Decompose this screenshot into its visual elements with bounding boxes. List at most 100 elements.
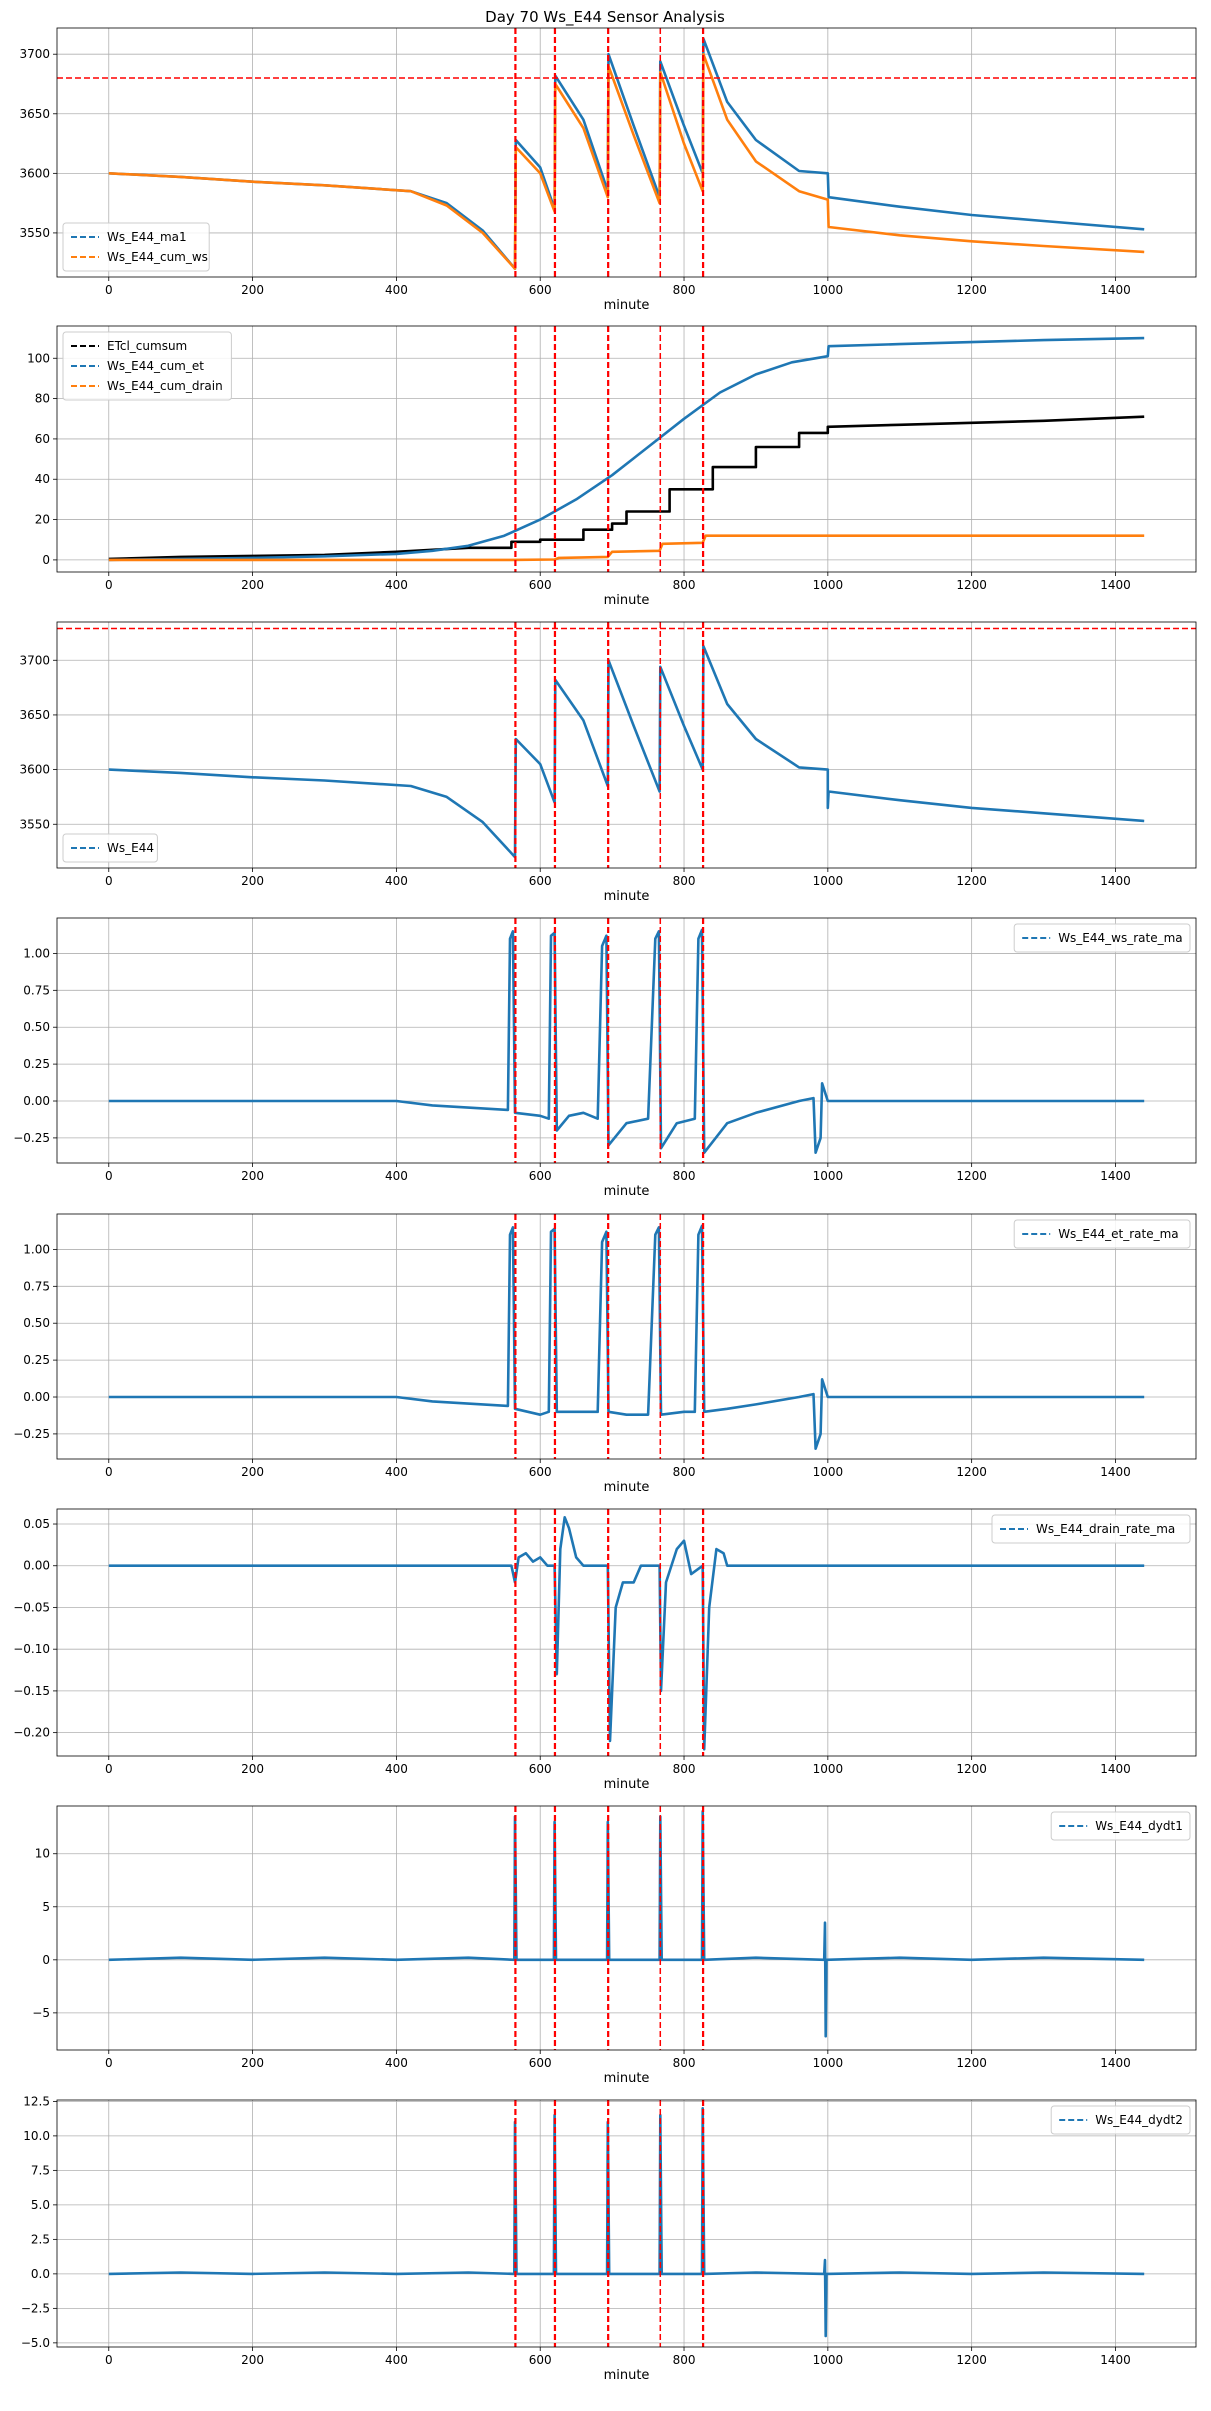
y-tick-label: 0.75 bbox=[23, 1279, 50, 1293]
subplot-p7: 0 200 400 600 800 1000 1200 1400 −5 0 5 10 minute Ws_… bbox=[32, 1805, 1197, 2086]
series-line-Ws_E44_drain_rate_ma bbox=[108, 1516, 1145, 1751]
y-tick-label: 10 bbox=[35, 1847, 50, 1861]
y-tick-label: 3600 bbox=[19, 166, 50, 180]
subplot-p3: 0 200 400 600 800 1000 1200 1400 3550 3600 3650 370… bbox=[19, 621, 1197, 904]
y-tick-label: 2.5 bbox=[31, 2232, 50, 2246]
axes-frame bbox=[56, 1508, 1197, 1757]
plot-area bbox=[108, 326, 1145, 572]
legend-box bbox=[1013, 1219, 1191, 1249]
y-tick-label: 0 bbox=[42, 1953, 50, 1967]
series-line-Ws_E44_cum_drain bbox=[108, 534, 1145, 562]
subplot-p8: 0 200 400 600 800 1000 1200 1400 −5.0 −2.5 0.0 2.5 5… bbox=[21, 2094, 1197, 2383]
x-tick-label: 1000 bbox=[813, 2056, 844, 2070]
series-line-Ws_E44_ws_rate_ma bbox=[108, 928, 1145, 1154]
y-tick-label: 0.00 bbox=[23, 1094, 50, 1108]
legend-box bbox=[62, 222, 210, 272]
figure-title: Day 70 Ws_E44 Sensor Analysis bbox=[485, 8, 725, 27]
y-tick-label: 12.5 bbox=[23, 2094, 50, 2108]
plot-area bbox=[108, 2100, 1145, 2347]
y-tick-label: 0.00 bbox=[23, 1559, 50, 1573]
plot-area bbox=[108, 1214, 1145, 1459]
x-tick-label: 1200 bbox=[956, 1465, 987, 1479]
axes-frame bbox=[56, 2099, 1197, 2348]
x-tick-label: 200 bbox=[241, 874, 264, 888]
x-tick-label: 0 bbox=[105, 283, 113, 297]
x-tick-label: 1200 bbox=[956, 874, 987, 888]
x-tick-label: 1000 bbox=[813, 2353, 844, 2367]
y-tick-label: 5.0 bbox=[31, 2198, 50, 2212]
y-tick-label: 100 bbox=[27, 351, 50, 365]
x-tick-label: 200 bbox=[241, 1169, 264, 1183]
legend: Ws_E44 bbox=[62, 833, 158, 863]
legend: ETcl_cumsum Ws_E44_cum_et Ws_E44_cum_drain bbox=[62, 331, 232, 401]
x-axis-label: minute bbox=[604, 2071, 650, 2086]
y-tick-label: 60 bbox=[35, 432, 50, 446]
y-tick-label: −0.10 bbox=[13, 1642, 50, 1656]
y-tick-label: 10.0 bbox=[23, 2129, 50, 2143]
x-tick-label: 1400 bbox=[1100, 1169, 1131, 1183]
x-tick-label: 400 bbox=[385, 1465, 408, 1479]
legend-label: Ws_E44_cum_ws bbox=[107, 250, 208, 264]
x-tick-label: 400 bbox=[385, 874, 408, 888]
x-tick-label: 1200 bbox=[956, 578, 987, 592]
x-tick-label: 400 bbox=[385, 1169, 408, 1183]
subplot-p5: 0 200 400 600 800 1000 1200 1400 −0.25 0.00 0.25 0.… bbox=[13, 1213, 1197, 1495]
plot-area bbox=[57, 28, 1196, 277]
y-tick-label: 0.50 bbox=[23, 1316, 50, 1330]
y-tick-label: 1.00 bbox=[23, 1242, 50, 1256]
x-tick-label: 800 bbox=[673, 1465, 696, 1479]
x-tick-label: 1200 bbox=[956, 2353, 987, 2367]
x-tick-label: 200 bbox=[241, 2353, 264, 2367]
x-tick-label: 800 bbox=[673, 874, 696, 888]
y-tick-label: 0.25 bbox=[23, 1353, 50, 1367]
x-tick-label: 1000 bbox=[813, 1169, 844, 1183]
legend-label: Ws_E44_ma1 bbox=[107, 230, 187, 244]
x-tick-label: 0 bbox=[105, 1169, 113, 1183]
x-tick-label: 400 bbox=[385, 1762, 408, 1776]
legend-box bbox=[1050, 1811, 1191, 1841]
legend: Ws_E44_dydt1 bbox=[1050, 1811, 1191, 1841]
x-tick-label: 600 bbox=[529, 1762, 552, 1776]
x-tick-label: 800 bbox=[673, 1762, 696, 1776]
x-tick-label: 1000 bbox=[813, 1465, 844, 1479]
x-tick-label: 1000 bbox=[813, 283, 844, 297]
y-tick-label: 5 bbox=[42, 1900, 50, 1914]
x-tick-label: 1200 bbox=[956, 1762, 987, 1776]
x-tick-label: 1000 bbox=[813, 578, 844, 592]
x-tick-label: 400 bbox=[385, 283, 408, 297]
legend-label: Ws_E44_dydt2 bbox=[1095, 2113, 1183, 2127]
axes-frame bbox=[56, 917, 1197, 1164]
x-tick-label: 200 bbox=[241, 1762, 264, 1776]
x-tick-label: 1400 bbox=[1100, 874, 1131, 888]
series-line-Ws_E44_ma1 bbox=[108, 37, 1145, 270]
x-tick-label: 200 bbox=[241, 1465, 264, 1479]
y-tick-label: 3600 bbox=[19, 763, 50, 777]
x-tick-label: 1000 bbox=[813, 874, 844, 888]
x-tick-label: 200 bbox=[241, 2056, 264, 2070]
x-tick-label: 600 bbox=[529, 578, 552, 592]
x-tick-label: 800 bbox=[673, 2056, 696, 2070]
y-tick-label: 20 bbox=[35, 513, 50, 527]
axes-frame bbox=[56, 27, 1197, 278]
legend-box bbox=[62, 331, 232, 401]
x-tick-label: 800 bbox=[673, 283, 696, 297]
x-tick-label: 400 bbox=[385, 2056, 408, 2070]
x-tick-label: 1400 bbox=[1100, 2353, 1131, 2367]
x-axis-label: minute bbox=[604, 298, 650, 313]
y-tick-label: −0.15 bbox=[13, 1684, 50, 1698]
y-tick-label: 3650 bbox=[19, 107, 50, 121]
axes-frame bbox=[56, 621, 1197, 869]
x-tick-label: 600 bbox=[529, 1465, 552, 1479]
x-axis-label: minute bbox=[604, 1480, 650, 1495]
y-tick-label: −0.25 bbox=[13, 1131, 50, 1145]
series-line-Ws_E44_cum_ws bbox=[108, 52, 1145, 270]
subplot-p1: 0 200 400 600 800 1000 1200 1400 3550 3600 3650 370… bbox=[19, 27, 1197, 313]
legend-label: Ws_E44_cum_et bbox=[107, 359, 204, 373]
x-tick-label: 0 bbox=[105, 1762, 113, 1776]
plot-area bbox=[108, 918, 1145, 1163]
y-tick-label: 0.00 bbox=[23, 1390, 50, 1404]
y-tick-label: 7.5 bbox=[31, 2163, 50, 2177]
x-tick-label: 1400 bbox=[1100, 1762, 1131, 1776]
x-tick-label: 200 bbox=[241, 283, 264, 297]
